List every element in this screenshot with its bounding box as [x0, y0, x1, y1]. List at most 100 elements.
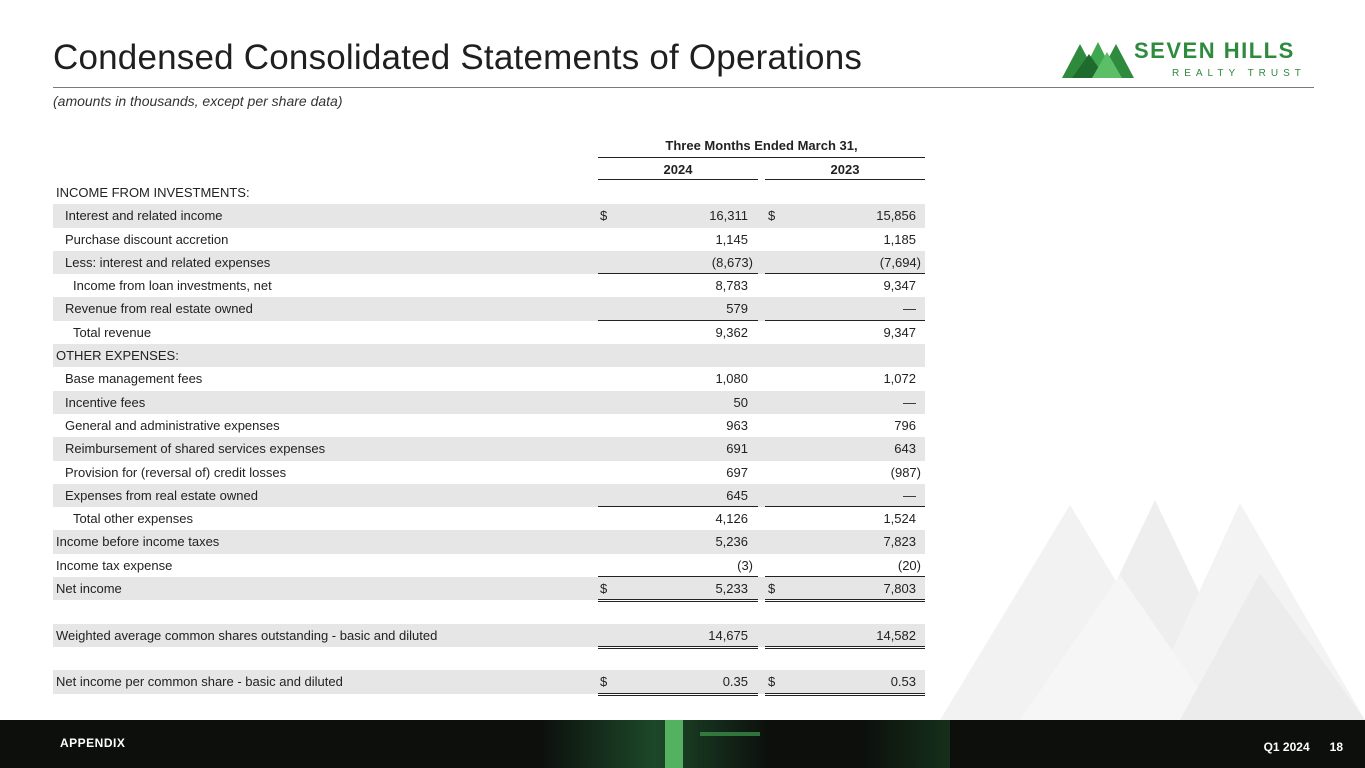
value-2024: 5,233 — [715, 581, 748, 597]
footer-graphic — [540, 720, 770, 768]
year-divider — [598, 179, 758, 180]
value-2023: 15,856 — [876, 208, 916, 224]
value-2024: 645 — [726, 487, 748, 503]
currency-symbol-2024: $ — [600, 581, 608, 597]
value-2023: 9,347 — [883, 278, 916, 294]
footer-graphic — [700, 732, 760, 736]
row-label: Less: interest and related expenses — [65, 254, 271, 270]
value-2023: 0.53 — [890, 674, 916, 690]
value-2024: 579 — [726, 301, 748, 317]
row-label: INCOME FROM INVESTMENTS: — [56, 185, 250, 200]
year-header-2023: 2023 — [830, 162, 860, 177]
value-2023: 9,347 — [883, 324, 916, 340]
table-row: Expenses from real estate owned 645 — — [53, 483, 925, 508]
table-row: Weighted average common shares outstandi… — [53, 623, 925, 649]
currency-symbol-2024: $ — [600, 674, 608, 690]
table-row: Less: interest and related expenses (8,67… — [53, 250, 925, 275]
table-row: OTHER EXPENSES: — [53, 344, 925, 368]
value-2023: (7,694) — [879, 254, 921, 270]
value-2024: 50 — [733, 394, 748, 410]
row-label: Expenses from real estate owned — [65, 487, 258, 503]
currency-symbol-2024: $ — [600, 208, 608, 224]
row-label: Purchase discount accretion — [65, 231, 229, 247]
total-underline — [598, 645, 758, 649]
title-divider — [53, 87, 1314, 88]
row-label: OTHER EXPENSES: — [56, 348, 179, 364]
value-2023: 14,582 — [876, 627, 916, 643]
value-2024: 963 — [726, 417, 748, 433]
value-2023: — — [903, 487, 916, 503]
value-2023: 7,823 — [883, 534, 916, 550]
currency-symbol-2023: $ — [768, 674, 776, 690]
total-underline — [765, 319, 925, 321]
table-row: INCOME FROM INVESTMENTS: — [53, 181, 925, 204]
row-label: Income tax expense — [56, 557, 173, 573]
value-2023: 1,185 — [883, 231, 916, 247]
row-label: Income before income taxes — [56, 534, 220, 550]
table-row: Total other expenses 4,126 1,524 — [53, 507, 925, 530]
footer-quarter: Q1 2024 — [1263, 740, 1310, 754]
total-underline — [765, 506, 925, 508]
value-2024: 9,362 — [715, 324, 748, 340]
table-row: Reimbursement of shared services expense… — [53, 437, 925, 461]
total-underline — [765, 576, 925, 578]
total-underline — [765, 645, 925, 649]
table-row: Net income per common share - basic and … — [53, 670, 925, 696]
row-label: General and administrative expenses — [65, 417, 280, 433]
period-divider — [598, 157, 925, 158]
value-2023: (20) — [897, 557, 921, 573]
table-row: Interest and related income $16,311 $15,85… — [53, 204, 925, 228]
total-underline — [598, 599, 758, 603]
value-2024: 16,311 — [709, 208, 748, 224]
value-2023: — — [903, 394, 916, 410]
value-2024: (3) — [737, 557, 753, 573]
table-row — [53, 600, 925, 623]
total-underline — [598, 506, 758, 508]
value-2023: 1,072 — [883, 371, 916, 387]
company-logo: SEVEN HILLS REALTY TRUST — [1062, 38, 1322, 82]
statement-table: INCOME FROM INVESTMENTS: Interest and rel… — [53, 181, 925, 696]
footer-graphic — [860, 720, 950, 768]
row-label: Total revenue — [73, 324, 152, 340]
logo-name: SEVEN HILLS — [1134, 38, 1295, 63]
row-label: Incentive fees — [65, 394, 146, 410]
table-row: Income tax expense (3) (20) — [53, 554, 925, 578]
page-subtitle: (amounts in thousands, except per share … — [53, 93, 343, 109]
table-row: Base management fees 1,080 1,072 — [53, 367, 925, 390]
row-label: Reimbursement of shared services expense… — [65, 441, 326, 457]
table-row: Purchase discount accretion 1,145 1,185 — [53, 228, 925, 251]
footer-bar: APPENDIX Q1 2024 18 — [0, 720, 1365, 768]
table-row: Revenue from real estate owned 579 — — [53, 297, 925, 321]
value-2024: 1,145 — [715, 231, 748, 247]
table-row: Income from loan investments, net 8,783 9,… — [53, 274, 925, 297]
value-2024: 697 — [726, 464, 748, 480]
row-label: Interest and related income — [65, 208, 223, 224]
value-2023: 1,524 — [883, 511, 916, 527]
total-underline — [598, 692, 758, 696]
value-2024: 1,080 — [715, 371, 748, 387]
total-underline — [765, 273, 925, 275]
row-label: Total other expenses — [73, 511, 193, 527]
page-title: Condensed Consolidated Statements of Ope… — [53, 38, 863, 77]
logo-tagline: REALTY TRUST — [1172, 68, 1306, 79]
table-row: Provision for (reversal of) credit losse… — [53, 461, 925, 484]
row-label: Revenue from real estate owned — [65, 301, 253, 317]
total-underline — [765, 599, 925, 603]
table-row: General and administrative expenses 963 79… — [53, 414, 925, 437]
value-2024: 14,675 — [708, 627, 748, 643]
currency-symbol-2023: $ — [768, 581, 776, 597]
row-label: Income from loan investments, net — [73, 278, 272, 294]
table-row: Incentive fees 50 — — [53, 390, 925, 414]
page-number: 18 — [1329, 740, 1343, 754]
value-2023: — — [903, 301, 916, 317]
mountain-logo-icon — [1062, 42, 1134, 78]
row-label: Base management fees — [65, 371, 203, 387]
period-header: Three Months Ended March 31, — [665, 138, 858, 153]
total-underline — [598, 576, 758, 578]
row-label: Net income — [56, 581, 122, 597]
total-underline — [765, 692, 925, 696]
table-row: Net income $5,233 $7,803 — [53, 577, 925, 603]
footer-page-info: Q1 2024 18 — [1264, 740, 1343, 754]
value-2024: 8,783 — [715, 278, 748, 294]
table-row: Income before income taxes 5,236 7,823 — [53, 530, 925, 554]
